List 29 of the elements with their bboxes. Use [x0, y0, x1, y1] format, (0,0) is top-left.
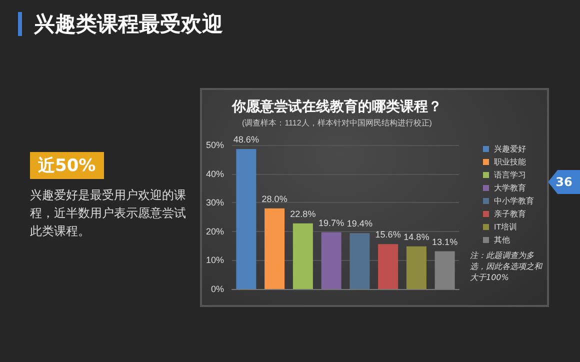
- data-label: 15.6%: [375, 230, 401, 240]
- data-label: 28.0%: [262, 194, 288, 204]
- legend-label: 兴趣爱好: [494, 144, 526, 154]
- legend-label: IT培训: [494, 222, 518, 232]
- legend-label: 其他: [494, 236, 510, 244]
- y-tick-label: 10%: [206, 255, 224, 266]
- data-label: 22.8%: [290, 208, 316, 219]
- y-tick-label: 30%: [206, 198, 224, 208]
- legend-label: 亲子教育: [494, 210, 526, 218]
- y-tick-label: 0%: [210, 284, 224, 294]
- chart-subtitle: (调查样本：1112人，样本针对中国网民结构进行校正): [242, 118, 432, 128]
- legend-label: 大学教育: [494, 184, 526, 192]
- data-label: 48.6%: [233, 134, 259, 145]
- text: 注：此题调查为多选，因此各选项之和大于100%: [470, 250, 544, 283]
- data-label: 13.1%: [432, 236, 458, 247]
- data-label: 19.4%: [346, 218, 372, 229]
- data-label: 14.8%: [404, 232, 430, 242]
- data-label: 19.7%: [318, 218, 344, 228]
- text: 兴趣类课程最受欢迎: [18, 12, 223, 36]
- y-tick-label: 40%: [206, 168, 224, 179]
- legend-label: 语言学习: [494, 170, 526, 180]
- chart-title: 你愿意尝试在线教育的哪类课程？: [231, 98, 442, 114]
- legend-label: 职业技能: [494, 158, 526, 166]
- legend-label: 中小学教育: [494, 196, 534, 206]
- y-tick-label: 50%: [206, 140, 224, 150]
- y-tick-label: 20%: [206, 226, 224, 236]
- text: 36: [548, 170, 580, 194]
- text: 近50%: [30, 152, 104, 179]
- text: 兴趣爱好是最受用户欢迎的课程，近半数用户表示愿意尝试此类课程。: [30, 187, 187, 240]
